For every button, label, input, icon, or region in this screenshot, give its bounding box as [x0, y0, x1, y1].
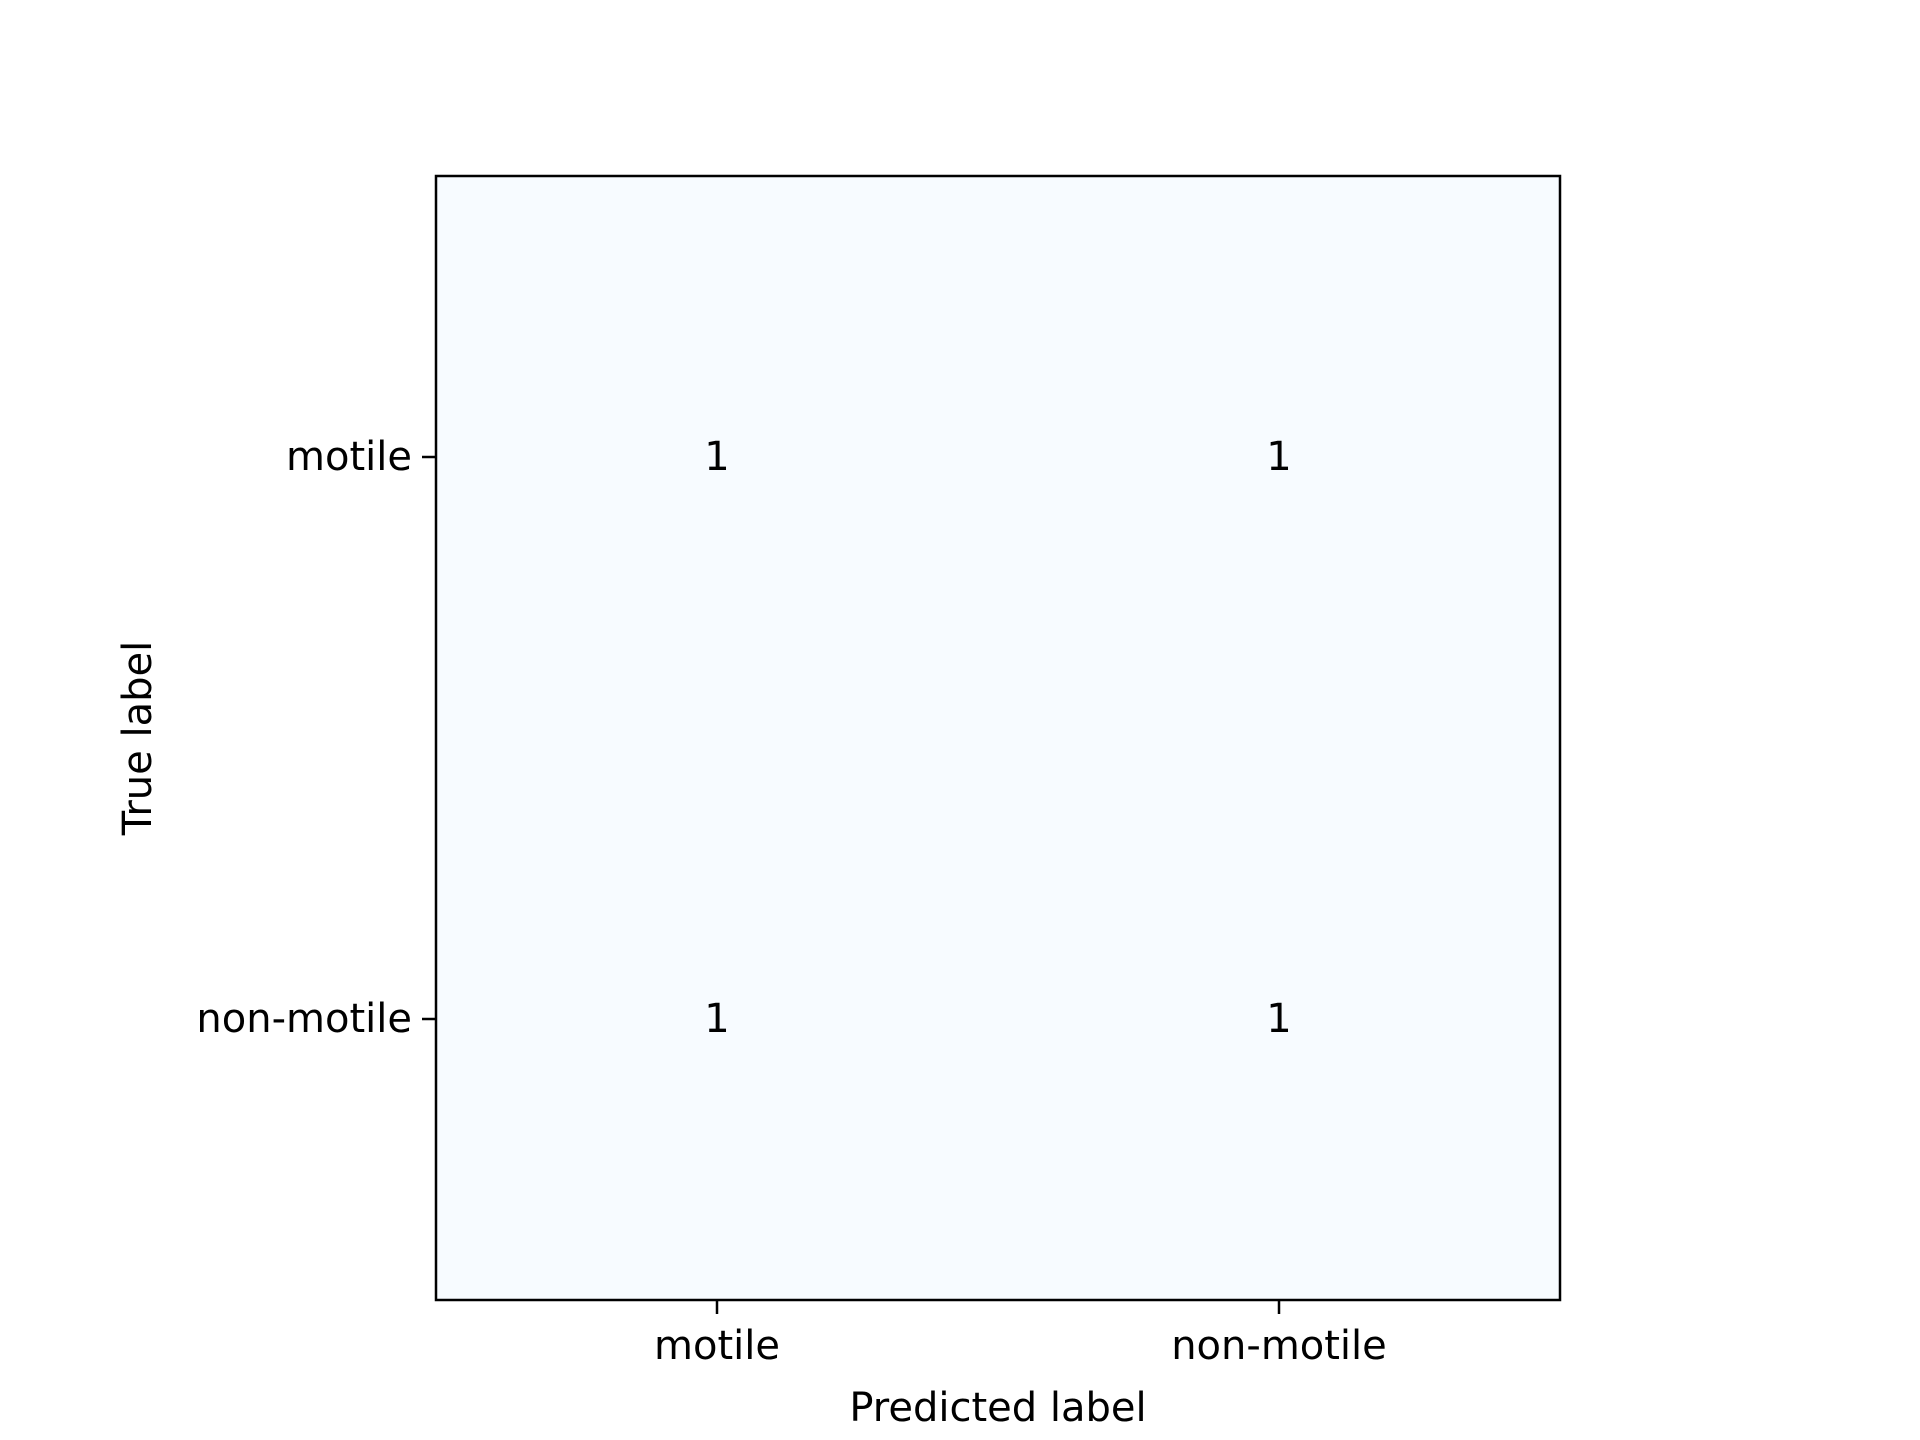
plot-frame: [434, 174, 1562, 1302]
y-tick-label: motile: [286, 434, 412, 480]
labels-layer: 1 1 1 1 motile non-motile motile non-motile: [196, 434, 1386, 1369]
cells-layer: [436, 176, 1560, 1300]
x-tick-label: non-motile: [1171, 1323, 1387, 1369]
x-tick-label: motile: [654, 1323, 780, 1369]
cell-value-label: 1: [704, 434, 729, 480]
matrix-cell: [436, 738, 998, 1300]
x-axis-label: Predicted label: [849, 1385, 1146, 1431]
cell-value-label: 1: [1266, 996, 1291, 1042]
cell-value-label: 1: [1266, 434, 1291, 480]
matrix-cell: [998, 176, 1560, 738]
y-axis-label: True label: [115, 641, 161, 836]
matrix-cell: [998, 738, 1560, 1300]
y-tick-label: non-motile: [196, 996, 412, 1042]
cell-value-label: 1: [704, 996, 729, 1042]
ticks-layer: [422, 455, 1281, 1314]
matrix-cell: [436, 176, 998, 738]
